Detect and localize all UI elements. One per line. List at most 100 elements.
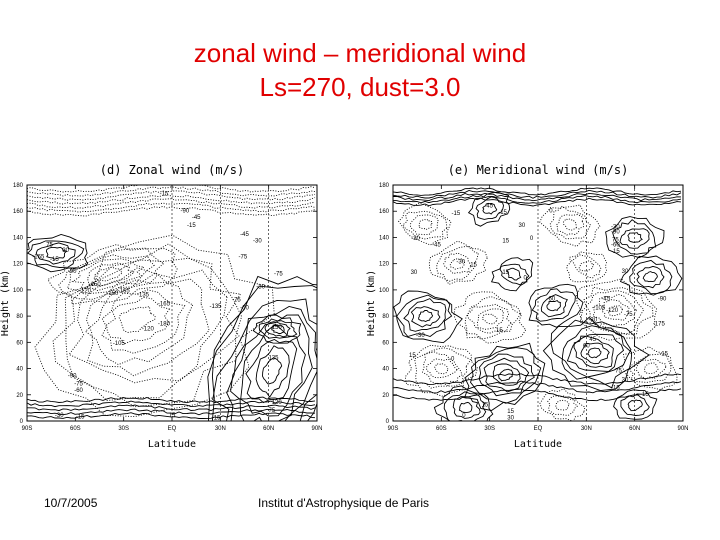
- contour-label: 45: [589, 337, 596, 343]
- slide-title-line1: zonal wind – meridional wind: [193, 38, 527, 68]
- contour-positive: [619, 228, 650, 249]
- contour-negative: [27, 185, 316, 193]
- contour-label: 45: [486, 203, 493, 209]
- contour-negative: [621, 346, 678, 390]
- x-tick-label: 90N: [311, 426, 322, 432]
- contour-positive: [226, 306, 317, 421]
- contour-positive: [27, 408, 316, 416]
- contour-positive: [240, 323, 306, 417]
- x-axis-label: Latitude: [514, 439, 562, 450]
- contour-negative: [464, 296, 522, 340]
- x-axis-label: Latitude: [148, 439, 196, 450]
- contour-negative: [27, 190, 316, 201]
- contour-label: -120: [79, 289, 92, 295]
- contour-positive: [531, 288, 576, 322]
- x-tick-label: 30S: [118, 426, 129, 432]
- contour-negative: [433, 362, 449, 375]
- contour-label: -60: [240, 306, 249, 312]
- contour-label: 0: [523, 275, 527, 281]
- contour-label: -60: [74, 388, 83, 394]
- contour-positive: [255, 345, 290, 398]
- contour-positive: [566, 333, 625, 372]
- contour-positive: [620, 394, 650, 416]
- contour-positive: [27, 400, 316, 408]
- contour-label: -45: [240, 232, 249, 238]
- y-tick-label: 40: [16, 367, 23, 373]
- contour-negative: [643, 362, 659, 375]
- contour-label: -60: [611, 243, 620, 249]
- contour-positive: [393, 195, 682, 204]
- contour-negative: [421, 351, 463, 387]
- contour-positive: [613, 389, 658, 420]
- contour-positive: [627, 399, 643, 412]
- contour-positive: [393, 388, 682, 402]
- contour-positive: [498, 368, 514, 382]
- contour-positive: [396, 294, 453, 338]
- contour-positive: [463, 342, 546, 411]
- x-tick-label: 30S: [484, 426, 495, 432]
- contour-negative: [106, 296, 171, 345]
- contour-positive: [27, 396, 316, 404]
- contour-label: 15: [507, 409, 514, 415]
- contour-positive: [258, 318, 298, 339]
- contour-label: 60: [583, 344, 590, 350]
- contour-label: -90: [181, 209, 190, 215]
- contour-positive: [546, 299, 561, 312]
- contour-label: -15: [498, 210, 507, 216]
- contour-label: -165: [32, 254, 45, 260]
- contour-label: 30: [622, 378, 629, 384]
- contour-label: -75: [624, 312, 633, 318]
- contour-positive: [207, 285, 317, 421]
- contour-label: 15: [481, 403, 488, 409]
- contour-positive: [410, 306, 441, 328]
- contour-label: -30: [416, 333, 425, 339]
- footer-date: 10/7/2005: [44, 496, 98, 510]
- contour-label: -90: [68, 269, 77, 275]
- x-tick-label: 90S: [388, 426, 399, 432]
- contour-negative: [84, 279, 194, 366]
- x-tick-label: 60N: [263, 426, 274, 432]
- contour-label: 0: [549, 209, 553, 215]
- contour-negative: [27, 186, 316, 197]
- panel-title: (d) Zonal wind (m/s): [100, 163, 245, 177]
- contour-negative: [585, 290, 645, 335]
- contour-positive: [433, 385, 494, 421]
- contour-positive: [245, 338, 298, 404]
- contour-label: -30: [253, 239, 262, 245]
- contour-label: -150: [106, 291, 119, 297]
- contour-positive: [573, 335, 614, 368]
- contour-negative: [539, 388, 586, 421]
- contour-label: -90: [658, 296, 667, 302]
- contour-positive: [27, 234, 89, 273]
- contour-field: [393, 187, 683, 421]
- y-tick-label: 20: [382, 393, 389, 399]
- meridional-wind-panel: (e) Meridional wind (m/s)45-15-15 030-30-…: [366, 163, 689, 450]
- contour-label: -135: [209, 304, 222, 310]
- contour-label: 75: [615, 368, 622, 374]
- contour-positive: [528, 283, 584, 328]
- contour-positive: [482, 202, 498, 215]
- contour-negative: [92, 266, 123, 282]
- y-tick-label: 160: [379, 209, 390, 215]
- contour-label: 15: [502, 239, 509, 245]
- contour-label: -105: [113, 341, 126, 347]
- contour-label: 30: [519, 223, 526, 229]
- contour-positive: [393, 373, 682, 386]
- contour-positive: [443, 391, 487, 421]
- contour-positive: [264, 321, 291, 338]
- contour-label: 120: [272, 400, 283, 406]
- contour-label: 15: [169, 413, 176, 419]
- contour-negative: [68, 267, 228, 384]
- contour-label: -45: [192, 215, 201, 221]
- y-tick-label: 120: [379, 262, 390, 268]
- contour-negative: [27, 202, 316, 213]
- contour-positive: [271, 324, 285, 334]
- footer-institution: Institut d'Astrophysique de Paris: [258, 496, 430, 510]
- x-tick-label: EQ: [534, 426, 543, 432]
- contour-label: -75: [232, 298, 241, 304]
- contour-label: 0: [462, 413, 466, 419]
- x-tick-label: 30N: [581, 426, 592, 432]
- contour-positive: [45, 246, 68, 260]
- contour-negative: [608, 304, 623, 317]
- y-axis-label: Height (km): [0, 270, 11, 336]
